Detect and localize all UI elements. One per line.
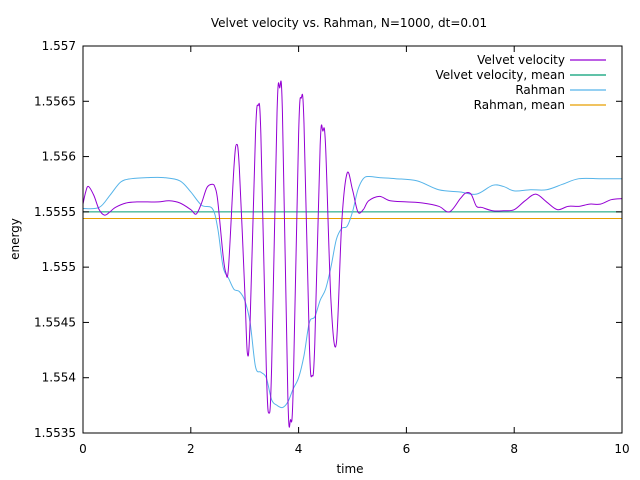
x-axis-label: time xyxy=(336,462,363,476)
x-tick-label: 8 xyxy=(510,442,518,456)
y-axis-label: energy xyxy=(8,218,22,260)
x-tick-label: 10 xyxy=(614,442,629,456)
chart-title: Velvet velocity vs. Rahman, N=1000, dt=0… xyxy=(211,16,487,30)
y-tick-label: 1.5535 xyxy=(34,426,76,440)
legend-label: Rahman xyxy=(515,83,565,97)
legend-label: Velvet velocity, mean xyxy=(435,68,565,82)
y-axis: 1.5535 1.554 1.5545 1.555 1.5555 1.556 1.5565 1… xyxy=(34,39,622,440)
plot-frame xyxy=(82,45,623,434)
plot-area xyxy=(82,80,623,428)
y-tick-label: 1.556 xyxy=(42,150,76,164)
legend-label: Rahman, mean xyxy=(474,98,565,112)
x-axis: 0 2 4 6 8 10 xyxy=(79,46,630,456)
y-tick-label: 1.5545 xyxy=(34,315,76,329)
x-tick-label: 6 xyxy=(403,442,411,456)
x-tick-label: 4 xyxy=(295,442,303,456)
y-tick-label: 1.557 xyxy=(42,39,76,53)
x-tick-label: 0 xyxy=(79,442,87,456)
x-tick-label: 2 xyxy=(187,442,195,456)
y-tick-label: 1.554 xyxy=(42,371,76,385)
y-tick-label: 1.5555 xyxy=(34,205,76,219)
series-line-rahman xyxy=(82,175,622,409)
series-line-velvet-velocity xyxy=(82,80,623,428)
legend-label: Velvet velocity xyxy=(477,53,565,67)
y-tick-label: 1.555 xyxy=(42,260,76,274)
y-tick-label: 1.5565 xyxy=(34,94,76,108)
